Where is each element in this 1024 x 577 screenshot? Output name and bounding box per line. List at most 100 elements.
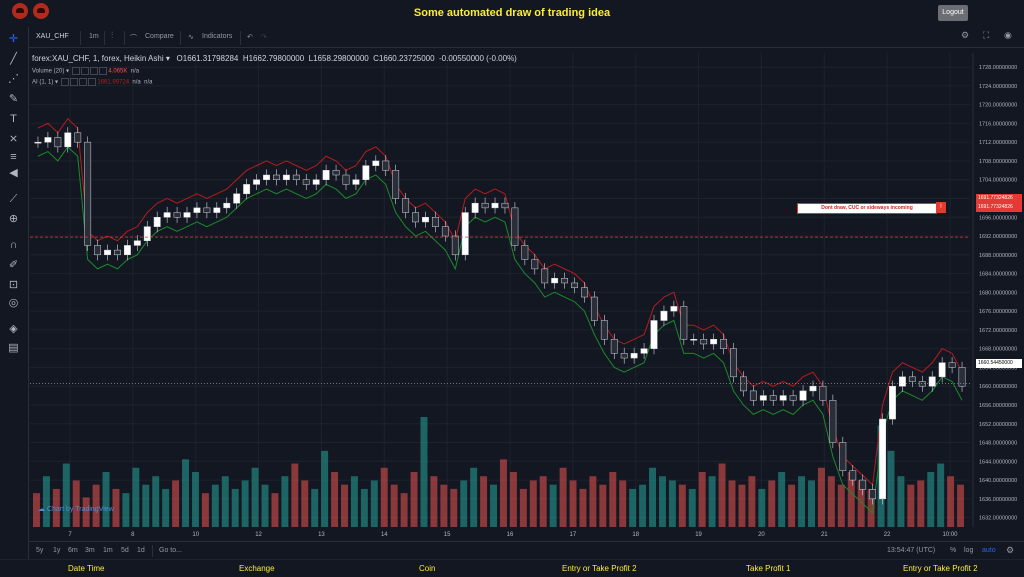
volume-bar: [788, 484, 796, 527]
candle-body: [322, 170, 330, 180]
candle-body: [203, 207, 211, 213]
candle-body: [431, 217, 439, 227]
chart-type-icon[interactable]: ⫶: [111, 30, 114, 40]
more-icon[interactable]: [87, 78, 96, 86]
brush-icon[interactable]: ✎: [8, 93, 19, 105]
x-tick-label: 14: [381, 532, 388, 538]
settings-icon[interactable]: [69, 78, 78, 86]
symbol-search[interactable]: XAU_CHF: [36, 33, 69, 40]
back-arrow-icon[interactable]: ◀: [9, 167, 18, 179]
magnet-icon[interactable]: ∩: [9, 239, 18, 251]
auto-toggle[interactable]: auto: [982, 547, 996, 554]
legend-low: L1658.29800000: [308, 54, 369, 63]
volume-bar: [341, 484, 348, 527]
settings-icon[interactable]: [80, 67, 89, 75]
x-tick-label: 19: [695, 532, 702, 538]
fullscreen-icon[interactable]: ⛶: [983, 30, 990, 40]
candle-body: [451, 235, 459, 256]
lock-drawing-icon[interactable]: ✐: [8, 259, 19, 271]
logout-button[interactable]: Logout: [938, 5, 968, 21]
x-tick-label: 22: [884, 532, 891, 538]
volume-bar: [549, 484, 557, 527]
candle-body: [64, 132, 72, 148]
interval-selector[interactable]: 1m: [89, 33, 99, 40]
log-toggle[interactable]: log: [964, 547, 974, 554]
close-icon[interactable]: [78, 78, 87, 86]
settings-icon[interactable]: ⚙: [1006, 545, 1015, 555]
compare-button[interactable]: Compare: [145, 33, 174, 40]
divider: [240, 31, 241, 45]
range-1d[interactable]: 1d: [137, 547, 145, 554]
range-1y[interactable]: 1y: [53, 547, 61, 554]
candle-body: [541, 268, 549, 284]
candle-body: [104, 249, 111, 256]
range-6m[interactable]: 6m: [68, 547, 78, 554]
volume-bar: [957, 484, 965, 527]
range-5y[interactable]: 5y: [36, 547, 44, 554]
volume-na: n/a: [130, 68, 140, 75]
y-tick-label: 1720.00000000: [979, 103, 1017, 109]
visibility-icon[interactable]: [71, 67, 80, 75]
candle-body: [84, 141, 92, 246]
indicators-icon[interactable]: ∿: [188, 34, 194, 41]
trash-icon[interactable]: ▤: [8, 342, 19, 354]
volume-legend: Volume (20) ▾ 4.065K n/a: [32, 67, 139, 75]
more-icon[interactable]: [98, 67, 107, 75]
candle-body: [292, 174, 300, 180]
candle-body: [402, 198, 410, 213]
volume-bar: [857, 480, 865, 527]
range-1m[interactable]: 1m: [103, 547, 113, 554]
volume-bar: [728, 480, 736, 527]
candle-body: [44, 137, 52, 143]
volume-bar: [261, 484, 269, 527]
candle-body: [94, 245, 102, 256]
candle-body: [173, 212, 181, 218]
volume-bar: [808, 480, 815, 527]
close-icon[interactable]: [89, 67, 98, 75]
footer-entry-tp2: Entry or Take Profit 2: [562, 564, 637, 573]
candle-body: [183, 212, 191, 218]
camera-icon[interactable]: ◉: [1004, 30, 1012, 40]
indicators-button[interactable]: Indicators: [202, 33, 233, 40]
tradingview-watermark[interactable]: ☁ Chart by TradingView: [38, 506, 114, 513]
volume-bar: [182, 459, 189, 527]
range-3m[interactable]: 3m: [85, 547, 95, 554]
measure-icon[interactable]: ≡: [10, 151, 17, 163]
compare-icon[interactable]: ⌒: [130, 35, 137, 42]
crosshair-icon[interactable]: ✛: [8, 33, 19, 45]
undo-icon[interactable]: ↶: [247, 34, 253, 41]
eye-icon[interactable]: ◎: [8, 297, 19, 309]
visibility-icon[interactable]: [60, 78, 69, 86]
zoom-in-icon[interactable]: ⊕: [8, 213, 19, 225]
volume-bar: [142, 484, 150, 527]
volume-bar: [440, 484, 448, 527]
ai-legend-label[interactable]: AI (1, 1) ▾: [32, 79, 59, 86]
lock-icon[interactable]: ⊡: [8, 279, 19, 291]
alert-icon[interactable]: !: [936, 202, 946, 213]
candle-body: [253, 179, 260, 185]
redo-icon[interactable]: ↷: [261, 34, 267, 41]
x-tick-label: 16: [507, 532, 514, 538]
goto-button[interactable]: Go to...: [159, 547, 182, 554]
text-icon[interactable]: T: [10, 113, 17, 125]
volume-bar: [559, 467, 567, 527]
fib-icon[interactable]: ⋰: [8, 73, 19, 85]
range-5d[interactable]: 5d: [121, 547, 129, 554]
pattern-icon[interactable]: ⨯: [8, 133, 19, 145]
volume-legend-label[interactable]: Volume (20) ▾: [32, 68, 70, 75]
volume-bar: [519, 488, 527, 527]
volume-bar: [380, 467, 388, 527]
ruler-icon[interactable]: ⟋: [9, 193, 18, 205]
settings-icon[interactable]: ⚙: [961, 30, 970, 40]
candle-body: [332, 170, 340, 176]
percent-toggle[interactable]: %: [950, 547, 957, 554]
legend-symbol[interactable]: forex:XAU_CHF, 1, forex, Heikin Ashi ▾: [32, 54, 170, 63]
volume-bar: [599, 484, 607, 527]
trade-annotation[interactable]: Dont draw, CUC or sideways incoming: [797, 203, 937, 214]
trend-line-icon[interactable]: ╱: [10, 53, 17, 65]
candle-body: [640, 348, 648, 354]
layers-icon[interactable]: ◈: [9, 323, 18, 335]
top-bar: Some automated draw of trading idea Logo…: [0, 0, 1024, 26]
x-tick-label: 18: [632, 532, 639, 538]
